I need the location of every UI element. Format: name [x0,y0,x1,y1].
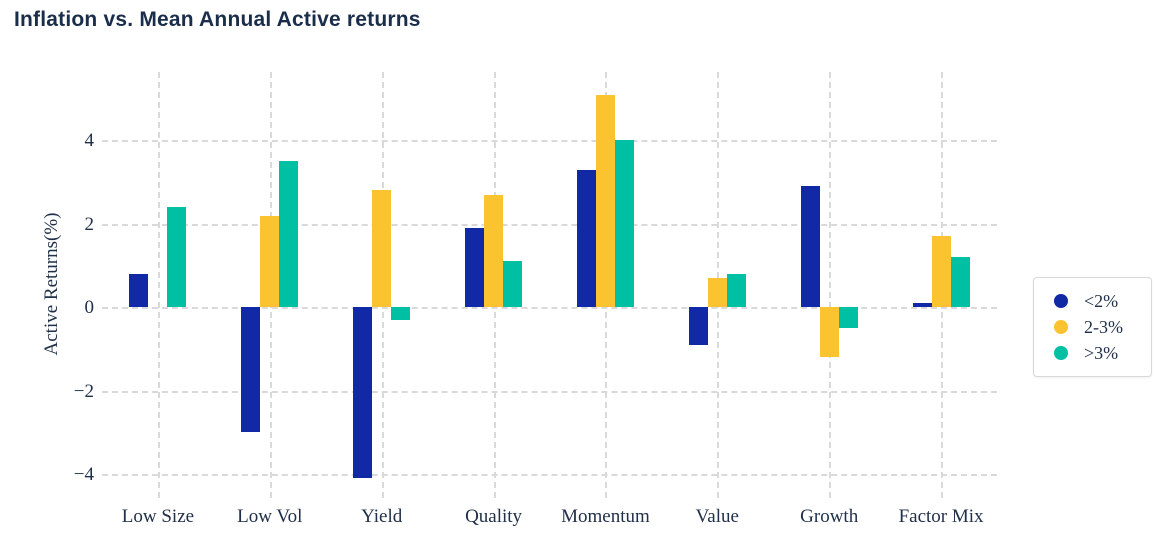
y-tick-label-0: 0 [84,297,95,319]
bar-quality->3%[interactable] [503,261,523,308]
bar-yield-2-3%[interactable] [372,190,392,308]
bar-quality-<2%[interactable] [465,228,485,308]
legend-item->3%[interactable]: >3% [1046,340,1141,366]
gridline-x-low-size [157,72,160,498]
bar-momentum-<2%[interactable] [576,169,596,308]
x-tick-label-low-size: Low Size [121,506,195,527]
bar-yield-<2%[interactable] [353,307,373,479]
bar-momentum->3%[interactable] [614,140,634,308]
y-tick-label-2: 2 [84,213,95,235]
plot-area [102,72,997,498]
bar-low-vol-2-3%[interactable] [260,215,280,308]
bar-low-vol->3%[interactable] [279,161,299,308]
legend-label: 2-3% [1084,316,1123,337]
y-axis-title: Active Returns(%) [41,212,62,356]
gridline-x-growth [829,72,832,498]
bar-growth-<2%[interactable] [800,186,820,308]
legend-swatch-icon [1054,320,1068,334]
x-tick-label-low-vol: Low Vol [237,506,303,527]
x-tick-label-growth: Growth [800,506,859,527]
bar-value-2-3%[interactable] [707,278,727,308]
legend-swatch-icon [1054,294,1068,308]
legend-label: >3% [1084,342,1119,363]
gridline-y-2 [102,223,997,226]
chart-title: Inflation vs. Mean Annual Active returns [14,8,421,31]
bar-low-size->3%[interactable] [167,207,187,308]
bar-value->3%[interactable] [726,273,746,308]
bar-low-vol-<2%[interactable] [241,307,261,433]
gridline-y-4 [102,140,997,143]
x-tick-label-momentum: Momentum [561,506,650,527]
x-tick-label-factor-mix: Factor Mix [898,506,984,527]
bar-low-size-<2%[interactable] [129,273,149,308]
x-tick-label-yield: Yield [361,506,403,527]
bar-growth-2-3%[interactable] [819,307,839,358]
gridline-y--4 [102,474,997,477]
bar-momentum-2-3%[interactable] [595,94,615,308]
x-tick-label-value: Value [695,506,739,527]
gridline-y--2 [102,390,997,393]
legend-item-2-3%[interactable]: 2-3% [1046,314,1141,340]
bar-yield->3%[interactable] [391,307,411,320]
bar-factor-mix-<2%[interactable] [912,303,932,308]
y-tick-label--2: −2 [73,380,94,402]
bar-factor-mix->3%[interactable] [950,257,970,308]
bar-quality-2-3%[interactable] [484,194,504,308]
y-tick-label--4: −4 [73,464,94,486]
bar-factor-mix-2-3%[interactable] [931,236,951,308]
legend-item-<2%[interactable]: <2% [1046,288,1141,314]
y-tick-label-4: 4 [84,130,95,152]
legend-swatch-icon [1054,346,1068,360]
legend: <2% 2-3% >3% [1033,277,1152,377]
gridline-y-0 [102,307,997,310]
bar-value-<2%[interactable] [688,307,708,345]
legend-label: <2% [1084,290,1119,311]
x-tick-label-quality: Quality [465,506,523,527]
bar-growth->3%[interactable] [838,307,858,329]
